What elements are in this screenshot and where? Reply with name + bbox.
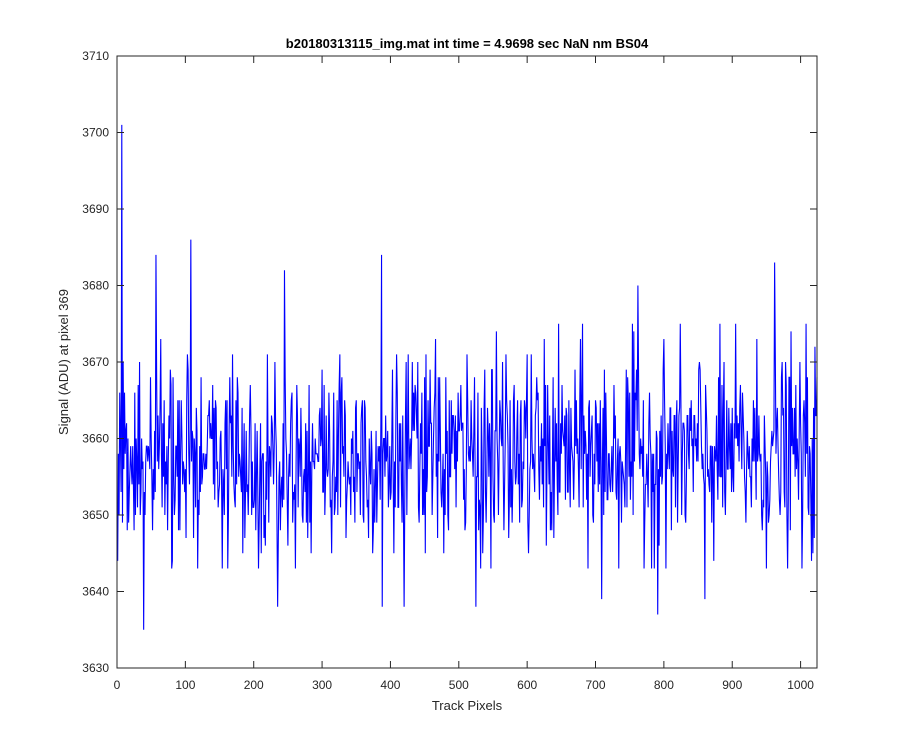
x-tick-label: 400 — [380, 678, 400, 692]
x-tick-label: 300 — [312, 678, 332, 692]
y-axis-title: Signal (ADU) at pixel 369 — [56, 289, 71, 435]
y-axis: 3630 3640 3650 3660 3670 3680 3690 3700 3710 — [82, 49, 817, 675]
x-tick-label: 500 — [449, 678, 469, 692]
x-tick-label: 800 — [654, 678, 674, 692]
x-tick-label: 200 — [244, 678, 264, 692]
series-line — [117, 124, 818, 630]
x-tick-label: 900 — [722, 678, 742, 692]
y-tick-label: 3650 — [82, 508, 109, 522]
y-tick-label: 3630 — [82, 661, 109, 675]
y-tick-label: 3660 — [82, 432, 109, 446]
chart-title: b20180313115_img.mat int time = 4.9698 s… — [286, 36, 649, 51]
y-tick-label: 3640 — [82, 585, 109, 599]
x-tick-label: 100 — [175, 678, 195, 692]
y-tick-label: 3690 — [82, 202, 109, 216]
y-tick-label: 3700 — [82, 126, 109, 140]
y-tick-label: 3670 — [82, 355, 109, 369]
y-tick-label: 3710 — [82, 49, 109, 63]
x-tick-label: 1000 — [787, 678, 814, 692]
x-axis-title: Track Pixels — [432, 698, 503, 713]
x-tick-label: 600 — [517, 678, 537, 692]
x-tick-label: 700 — [586, 678, 606, 692]
x-axis: 0 100 200 300 400 500 600 700 800 900 1000 — [114, 56, 814, 692]
series-layer — [117, 124, 818, 630]
y-tick-label: 3680 — [82, 279, 109, 293]
x-tick-label: 0 — [114, 678, 121, 692]
